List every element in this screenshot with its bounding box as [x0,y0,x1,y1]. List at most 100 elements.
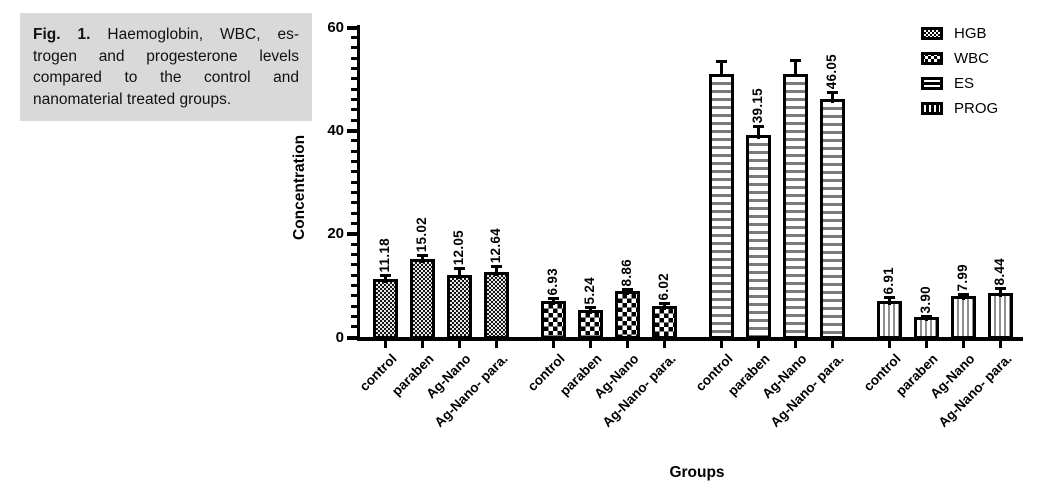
y-major-tick [347,25,357,30]
error-bar-cap [827,90,838,94]
y-minor-tick [351,273,357,277]
y-major-tick [347,232,357,237]
bar-wbc-ag-nano--para- [652,305,677,339]
error-bar-cap [622,287,633,291]
x-axis-title: Groups [669,464,725,481]
y-minor-tick [351,159,357,163]
x-bar-tick [925,341,928,348]
y-minor-tick [351,87,357,91]
y-minor-tick [351,108,357,112]
bar-prog-ag-nano [951,295,976,339]
checkerboard-swatch [921,52,943,65]
y-tick-label: 0 [335,328,344,346]
error-bar-cap [380,274,391,278]
y-minor-tick [351,252,357,256]
legend-label: WBC [954,50,989,67]
error-bar-stem [421,255,424,264]
error-bar-stem [626,289,629,296]
y-minor-tick [351,190,357,194]
y-minor-tick [351,325,357,329]
y-minor-tick [351,211,357,215]
error-bar-cap [454,267,465,271]
bar-es-paraben [746,134,771,339]
bar-value-label: 39.15 [749,88,765,124]
x-bar-tick [495,341,498,348]
error-bar-cap [585,305,596,309]
caption-text: Haemoglobin, WBC, es- [90,26,299,43]
error-bar-stem [962,294,965,300]
error-bar-cap [716,60,727,64]
bar-value-label: 6.02 [655,273,671,301]
error-bar-stem [458,268,461,279]
y-minor-tick [351,97,357,101]
caption-line: trogen and progesterone levels [33,47,299,65]
bar-wbc-control [541,301,566,339]
x-bar-tick [552,341,555,348]
x-bar-tick [831,341,834,348]
x-bar-tick [999,341,1002,348]
error-bar-cap [548,296,559,300]
error-bar-stem [794,60,797,78]
error-bar-stem [831,92,834,104]
error-bar-stem [663,303,666,310]
bar-value-label: 8.44 [991,258,1007,286]
bar-prog-control [877,301,902,339]
bar-hgb-ag-nano--para- [484,271,509,339]
bar-es-ag-nano [783,73,808,339]
y-minor-tick [351,201,357,205]
x-bar-tick [589,341,592,348]
error-bar-stem [384,275,387,284]
y-minor-tick [351,139,357,143]
error-bar-cap [921,314,932,318]
error-bar-cap [790,58,801,62]
y-minor-tick [351,77,357,81]
y-minor-tick [351,294,357,298]
bar-value-label: 3.90 [917,285,933,314]
error-bar-cap [753,124,764,128]
figure-caption: Fig. 1. Haemoglobin, WBC, es- trogen and… [20,13,312,121]
error-bar-stem [552,298,555,306]
bar-wbc-ag-nano [615,291,640,339]
error-bar-stem [720,61,723,78]
bar-value-label: 15.02 [413,216,429,253]
error-bar-stem [589,307,592,314]
x-bar-tick [663,341,666,348]
error-bar-stem [888,297,891,306]
bar-value-label: 7.99 [954,263,970,292]
x-bar-tick [794,341,797,348]
error-bar-cap [884,296,895,300]
legend-item-wbc: WBC [921,46,998,71]
bar-wbc-paraben [578,309,603,339]
y-minor-tick [351,170,357,174]
bar-value-label: 46.05 [823,54,839,90]
y-minor-tick [351,35,357,39]
legend: HGB WBC ES PROG [921,21,998,121]
y-tick-label: 20 [327,225,344,243]
caption-line: compared to the control and [33,69,299,86]
y-tick-label: 40 [327,121,344,139]
y-minor-tick [351,263,357,267]
fine-checkerboard-swatch [921,27,943,40]
bar-value-label: 12.05 [450,230,466,266]
bar-prog-ag-nano--para- [988,293,1013,339]
x-bar-tick [888,341,891,348]
y-minor-tick [351,221,357,225]
y-minor-tick [351,242,357,246]
bar-hgb-paraben [410,259,435,339]
legend-item-es: ES [921,71,998,96]
bar-hgb-ag-nano [447,274,472,339]
caption-line: nanomaterial treated groups. [33,90,232,108]
legend-item-hgb: HGB [921,21,998,46]
legend-label: HGB [954,25,987,42]
bar-hgb-control [373,279,398,339]
y-minor-tick [351,118,357,122]
vertical-lines-swatch [921,102,943,115]
y-minor-tick [351,304,357,308]
x-bar-tick [626,341,629,348]
error-bar-stem [925,316,928,321]
y-minor-tick [351,56,357,60]
legend-label: PROG [954,100,999,117]
error-bar-cap [659,302,670,306]
y-minor-tick [351,314,357,318]
